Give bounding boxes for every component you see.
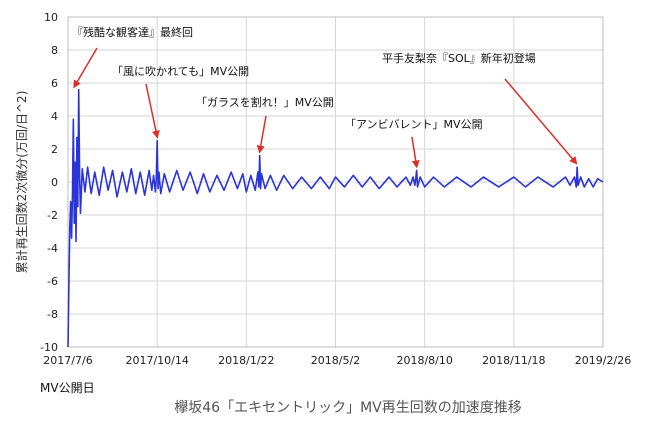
chart-title: 欅坂46「エキセントリック」MV再生回数の加速度推移 <box>174 400 521 416</box>
y-tick-label: -2 <box>47 209 58 222</box>
x-tick-label: 2018/11/18 <box>482 354 545 367</box>
y-tick-label: -4 <box>47 242 58 255</box>
annotation-label: 「アンビバレント」MV公開 <box>345 118 483 131</box>
y-tick-label: -8 <box>47 308 58 321</box>
series-layer <box>67 88 604 348</box>
annotation-arrow <box>145 83 160 139</box>
y-tick-label: 2 <box>51 143 58 156</box>
series-line <box>67 88 604 348</box>
annotation-arrow <box>73 47 98 89</box>
annotation-label: 「風に吹かれても」MV公開 <box>112 65 249 78</box>
x-axis-label: MV公開日 <box>40 381 95 395</box>
y-tick-label: 8 <box>51 44 58 57</box>
x-tick-label: 2019/2/26 <box>575 354 631 367</box>
y-tick-label: 10 <box>44 11 58 24</box>
x-tick-label: 2018/5/2 <box>311 354 360 367</box>
x-tick-label: 2017/10/14 <box>125 354 188 367</box>
y-tick-label: -6 <box>47 275 58 288</box>
x-tick-label: 2018/1/22 <box>218 354 274 367</box>
x-tick-label: 2018/8/10 <box>396 354 452 367</box>
x-tick-label: 2017/7/6 <box>43 354 92 367</box>
y-tick-label: 6 <box>51 77 58 90</box>
y-tick-label: 4 <box>51 110 58 123</box>
annotations-layer: 『残酷な観客達』最終回「風に吹かれても」MV公開「ガラスを割れ！」MV公開「アン… <box>72 25 578 169</box>
y-tick-label: 0 <box>51 176 58 189</box>
annotation-label: 「ガラスを割れ！」MV公開 <box>196 95 334 109</box>
annotation-label: 平手友梨奈『SOL』新年初登場 <box>382 51 536 65</box>
annotation-label: 『残酷な観客達』最終回 <box>72 25 193 39</box>
y-tick-label: -10 <box>40 341 58 354</box>
annotation-arrow <box>256 115 267 154</box>
annotation-arrow <box>411 136 420 169</box>
y-axis-label: 累計再生回数2次微分(万回/日^2) <box>14 91 29 274</box>
annotation-arrow <box>504 78 578 165</box>
